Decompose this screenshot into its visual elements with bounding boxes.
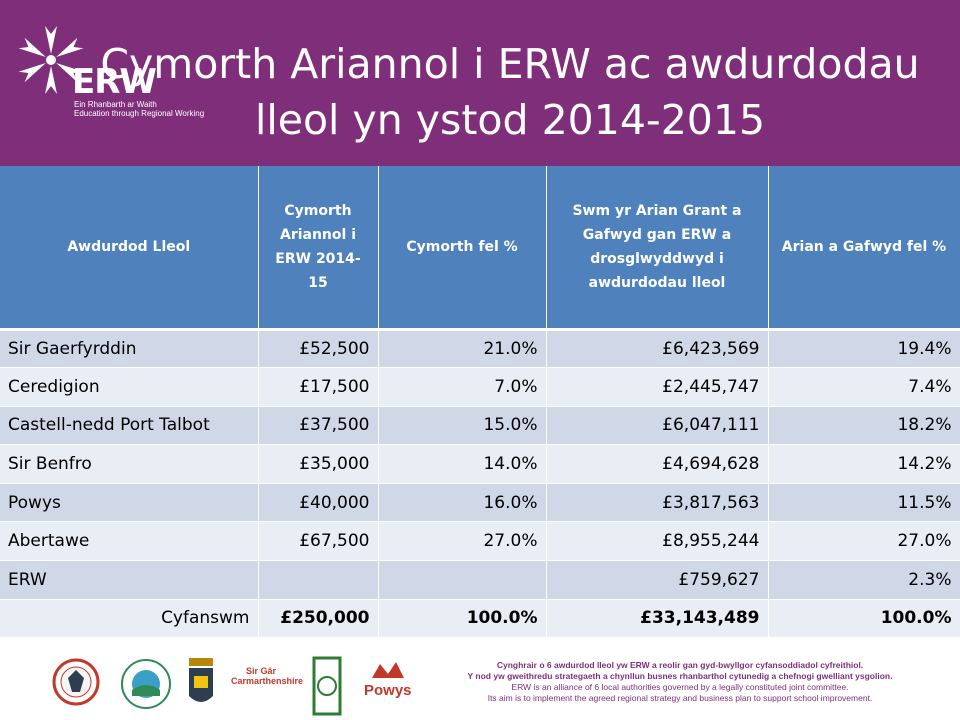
table-header-row: Awdurdod Lleol Cymorth Ariannol i ERW 20… — [0, 166, 960, 331]
cell-grant-amount: £2,445,747 — [546, 367, 769, 407]
cell-authority: Sir Benfro — [0, 444, 259, 484]
footer-text-en-1: ERW is an alliance of 6 local authoritie… — [511, 682, 849, 692]
cell-grant-percent: 14.2% — [768, 444, 960, 484]
footer-statement: Cynghrair o 6 awdurdod lleol yw ERW a re… — [460, 660, 900, 704]
cell-authority: Castell-nedd Port Talbot — [0, 406, 259, 446]
cell-total-label: Cyfanswm — [0, 599, 259, 639]
cell-contribution-percent: 27.0% — [378, 521, 547, 562]
cell-contribution — [258, 560, 379, 600]
cell-grant-percent: 27.0% — [768, 521, 960, 562]
footer-text-cy-1: Cynghrair o 6 awdurdod lleol yw ERW a re… — [496, 660, 864, 670]
cell-grant-amount: £8,955,244 — [546, 521, 769, 562]
cell-grant-percent: 7.4% — [768, 367, 960, 407]
erw-flower-icon — [18, 26, 84, 94]
cell-total-contribution-percent: 100.0% — [378, 599, 547, 639]
cell-authority: Sir Gaerfyrddin — [0, 329, 259, 369]
footer: Sir Gâr Carmarthenshire Powys Cynghrair … — [0, 648, 960, 720]
powys-wordmark: Powys — [364, 682, 412, 699]
cell-grant-percent: 19.4% — [768, 329, 960, 369]
table-row: Ceredigion £17,500 7.0% £2,445,747 7.4% — [0, 367, 960, 407]
logo-subtitle: Ein Rhanbarth ar Waith Education through… — [74, 100, 204, 118]
table-row: Sir Gaerfyrddin £52,500 21.0% £6,423,569… — [0, 329, 960, 369]
swansea-crest-icon — [52, 658, 100, 706]
cell-grant-percent: 2.3% — [768, 560, 960, 600]
cell-contribution: £17,500 — [258, 367, 379, 407]
cell-contribution: £37,500 — [258, 406, 379, 446]
column-header-grant-amount: Swm yr Arian Grant a Gafwyd gan ERW a dr… — [546, 166, 769, 331]
cell-contribution: £52,500 — [258, 329, 379, 369]
cell-authority: Abertawe — [0, 521, 259, 562]
cell-grant-percent: 18.2% — [768, 406, 960, 446]
logo-subtitle-line1: Ein Rhanbarth ar Waith — [74, 100, 157, 109]
cell-contribution-percent: 21.0% — [378, 329, 547, 369]
column-header-contribution: Cymorth Ariannol i ERW 2014-15 — [258, 166, 379, 331]
cell-contribution: £67,500 — [258, 521, 379, 562]
cell-contribution-percent — [378, 560, 547, 600]
header-banner: ERW Ein Rhanbarth ar Waith Education thr… — [0, 0, 960, 166]
cell-contribution-percent: 15.0% — [378, 406, 547, 446]
cell-total-grant-amount: £33,143,489 — [546, 599, 769, 639]
table-row: ERW £759,627 2.3% — [0, 560, 960, 600]
column-header-authority: Awdurdod Lleol — [0, 166, 259, 331]
footer-text-en-2: Its aim is to implement the agreed regio… — [487, 693, 873, 703]
carmarthenshire-logo-icon: Sir Gâr Carmarthenshire — [231, 666, 304, 686]
cell-authority: ERW — [0, 560, 259, 600]
column-header-grant-percent: Arian a Gafwyd fel % — [768, 166, 960, 331]
table-row: Castell-nedd Port Talbot £37,500 15.0% £… — [0, 406, 960, 446]
funding-table: Awdurdod Lleol Cymorth Ariannol i ERW 20… — [0, 166, 960, 639]
table-row: Powys £40,000 16.0% £3,817,563 11.5% — [0, 483, 960, 523]
cell-contribution: £35,000 — [258, 444, 379, 484]
cell-total-grant-percent: 100.0% — [768, 599, 960, 639]
total-row: Cyfanswm £250,000 100.0% £33,143,489 100… — [0, 599, 960, 639]
neath-port-talbot-crest-icon — [121, 659, 171, 709]
cell-grant-percent: 11.5% — [768, 483, 960, 523]
cell-contribution: £40,000 — [258, 483, 379, 523]
footer-text-cy-2: Y nod yw gweithredu strategaeth a chynll… — [467, 671, 893, 681]
cell-contribution-percent: 16.0% — [378, 483, 547, 523]
cell-contribution-percent: 14.0% — [378, 444, 547, 484]
column-header-contribution-percent: Cymorth fel % — [378, 166, 547, 331]
pembrokeshire-crest-icon — [189, 658, 213, 702]
cell-contribution-percent: 7.0% — [378, 367, 547, 407]
cell-grant-amount: £759,627 — [546, 560, 769, 600]
cell-grant-amount: £6,047,111 — [546, 406, 769, 446]
cell-authority: Powys — [0, 483, 259, 523]
table-row: Abertawe £67,500 27.0% £8,955,244 27.0% — [0, 521, 960, 562]
logo-wordmark: ERW — [72, 62, 157, 102]
cell-grant-amount: £6,423,569 — [546, 329, 769, 369]
powys-logo-icon — [372, 662, 404, 678]
erw-logo: ERW Ein Rhanbarth ar Waith Education thr… — [16, 22, 204, 122]
cell-authority: Ceredigion — [0, 367, 259, 407]
logo-subtitle-line2: Education through Regional Working — [74, 109, 205, 118]
cell-grant-amount: £3,817,563 — [546, 483, 769, 523]
table-row: Sir Benfro £35,000 14.0% £4,694,628 14.2… — [0, 444, 960, 484]
cell-total-contribution: £250,000 — [258, 599, 379, 639]
ceredigion-crest-icon — [312, 656, 342, 716]
page-title: Cymorth Ariannol i ERW ac awdurdodau lle… — [100, 40, 920, 144]
cell-grant-amount: £4,694,628 — [546, 444, 769, 484]
